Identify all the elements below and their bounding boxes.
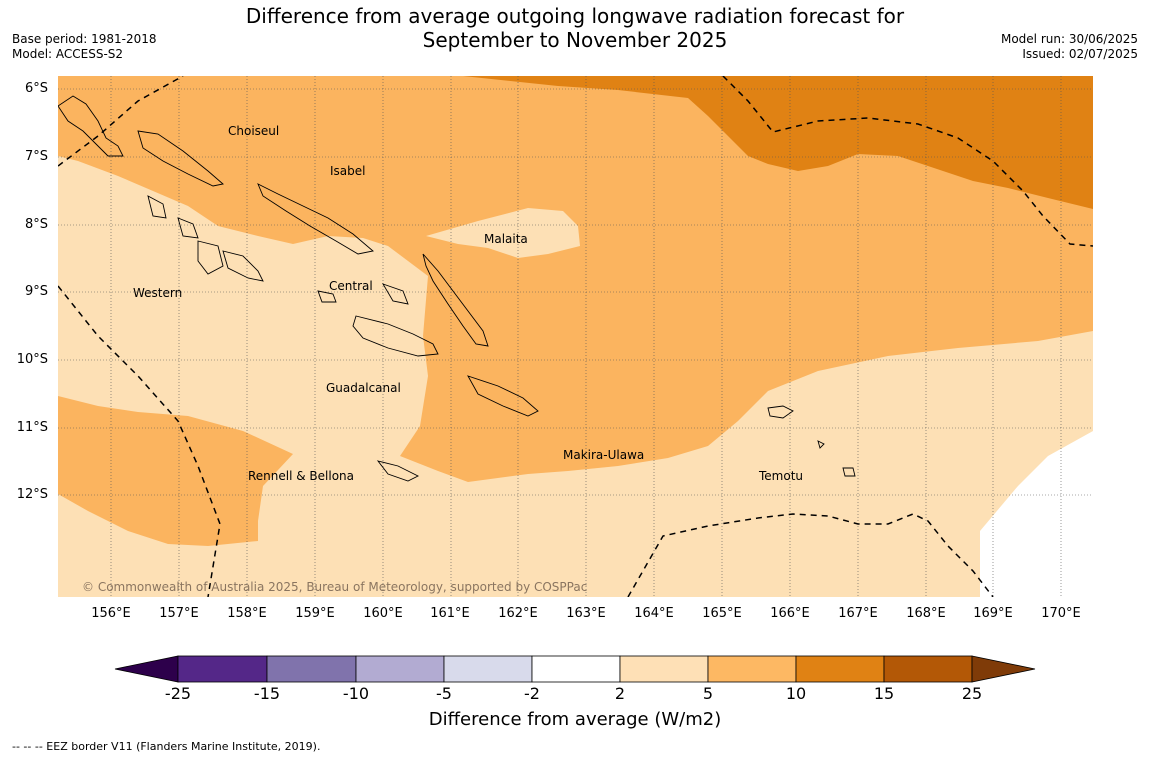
lon-label-163e: 163°E [566,606,606,621]
eez-legend-footnote: -- -- -- EEZ border V11 (Flanders Marine… [12,740,321,753]
colorbar-swatch [355,655,445,683]
lon-label-158e: 158°E [227,606,267,621]
islands-central [317,283,409,305]
lon-label-161e: 161°E [430,606,470,621]
lon-label-170e: 170°E [1041,606,1081,621]
chart-title: Difference from average outgoing longwav… [0,4,1150,52]
meta-left: Base period: 1981-2018 Model: ACCESS-S2 [12,32,157,62]
colorbar-tick: -5 [436,684,452,703]
islands-western [147,195,264,282]
colorbar-swatch [177,655,268,683]
colorbar-tick: 15 [873,684,895,703]
province-rennell-bellona: Rennell & Bellona [248,469,355,483]
province-malaita: Malaita [484,232,528,246]
province-choiseul: Choiseul [228,124,280,138]
province-makira-ulawa: Makira-Ulawa [563,448,645,462]
colorbar-extend-low [114,655,179,683]
colorbar-tick: 5 [702,684,714,703]
lat-label-8s: 8°S [24,217,48,232]
lon-label-164e: 164°E [634,606,674,621]
province-isabel: Isabel [330,164,366,178]
band-2-5-tongue [426,208,580,258]
island-makira [467,375,539,417]
lat-label-12s: 12°S [16,487,48,502]
issued-date: Issued: 02/07/2025 [1022,47,1138,61]
colorbar-tick: -25 [164,684,192,703]
island-isabel [257,183,374,255]
model-name: Model: ACCESS-S2 [12,47,124,61]
province-western: Western [133,286,183,300]
colorbar-swatch [707,655,797,683]
copyright-notice: © Commonwealth of Australia 2025, Bureau… [82,580,588,594]
lat-label-9s: 9°S [24,284,48,299]
band-neutral-area [980,431,1093,597]
colorbar-tick: 2 [614,684,626,703]
colorbar-title: Difference from average (W/m2) [428,709,722,730]
colorbar-tick: -10 [342,684,370,703]
colorbar-extend-high [971,655,1036,683]
title-line-2: September to November 2025 [422,28,728,52]
band-5-10-main [58,76,1093,482]
title-line-1: Difference from average outgoing longwav… [245,4,905,28]
anomaly-map [58,76,1093,597]
lon-label-160e: 160°E [363,606,403,621]
islands-temotu [767,405,856,477]
colorbar-swatch [266,655,357,683]
colorbar-tick: -15 [253,684,281,703]
island-guadalcanal [352,315,439,357]
meta-right: Model run: 30/06/2025 Issued: 02/07/2025 [1001,32,1138,62]
lon-label-165e: 165°E [702,606,742,621]
lon-label-167e: 167°E [838,606,878,621]
lat-label-6s: 6°S [24,81,48,96]
lon-label-157e: 157°E [159,606,199,621]
province-temotu: Temotu [759,469,804,483]
island-choiseul [137,130,224,187]
band-5-10-southwest [58,396,293,546]
island-bougainville [58,95,124,157]
colorbar [114,655,1036,683]
lat-label-7s: 7°S [24,149,48,164]
base-period: Base period: 1981-2018 [12,32,157,46]
lat-label-10s: 10°S [16,352,48,367]
colorbar-swatch [619,655,709,683]
island-rennell [376,460,420,482]
colorbar-swatch [795,655,885,683]
colorbar-tick: 25 [961,684,983,703]
lat-label-11s: 11°S [16,420,48,435]
coastlines [58,95,856,482]
eez-borders [58,76,1093,597]
lon-label-169e: 169°E [973,606,1013,621]
band-10-15-northeast [463,76,1093,209]
lon-label-156e: 156°E [91,606,131,621]
province-guadalcanal: Guadalcanal [326,381,401,395]
colorbar-tick: 10 [785,684,807,703]
province-central: Central [329,279,373,293]
colorbar-swatch [443,655,533,683]
map-panel [58,76,1093,597]
lon-label-168e: 168°E [906,606,946,621]
island-malaita [422,253,489,347]
colorbar-swatch [883,655,973,683]
model-run: Model run: 30/06/2025 [1000,32,1138,46]
lon-label-166e: 166°E [770,606,810,621]
colorbar-tick: -2 [524,684,540,703]
lon-label-159e: 159°E [295,606,335,621]
lon-label-162e: 162°E [498,606,538,621]
colorbar-swatch [531,655,621,683]
